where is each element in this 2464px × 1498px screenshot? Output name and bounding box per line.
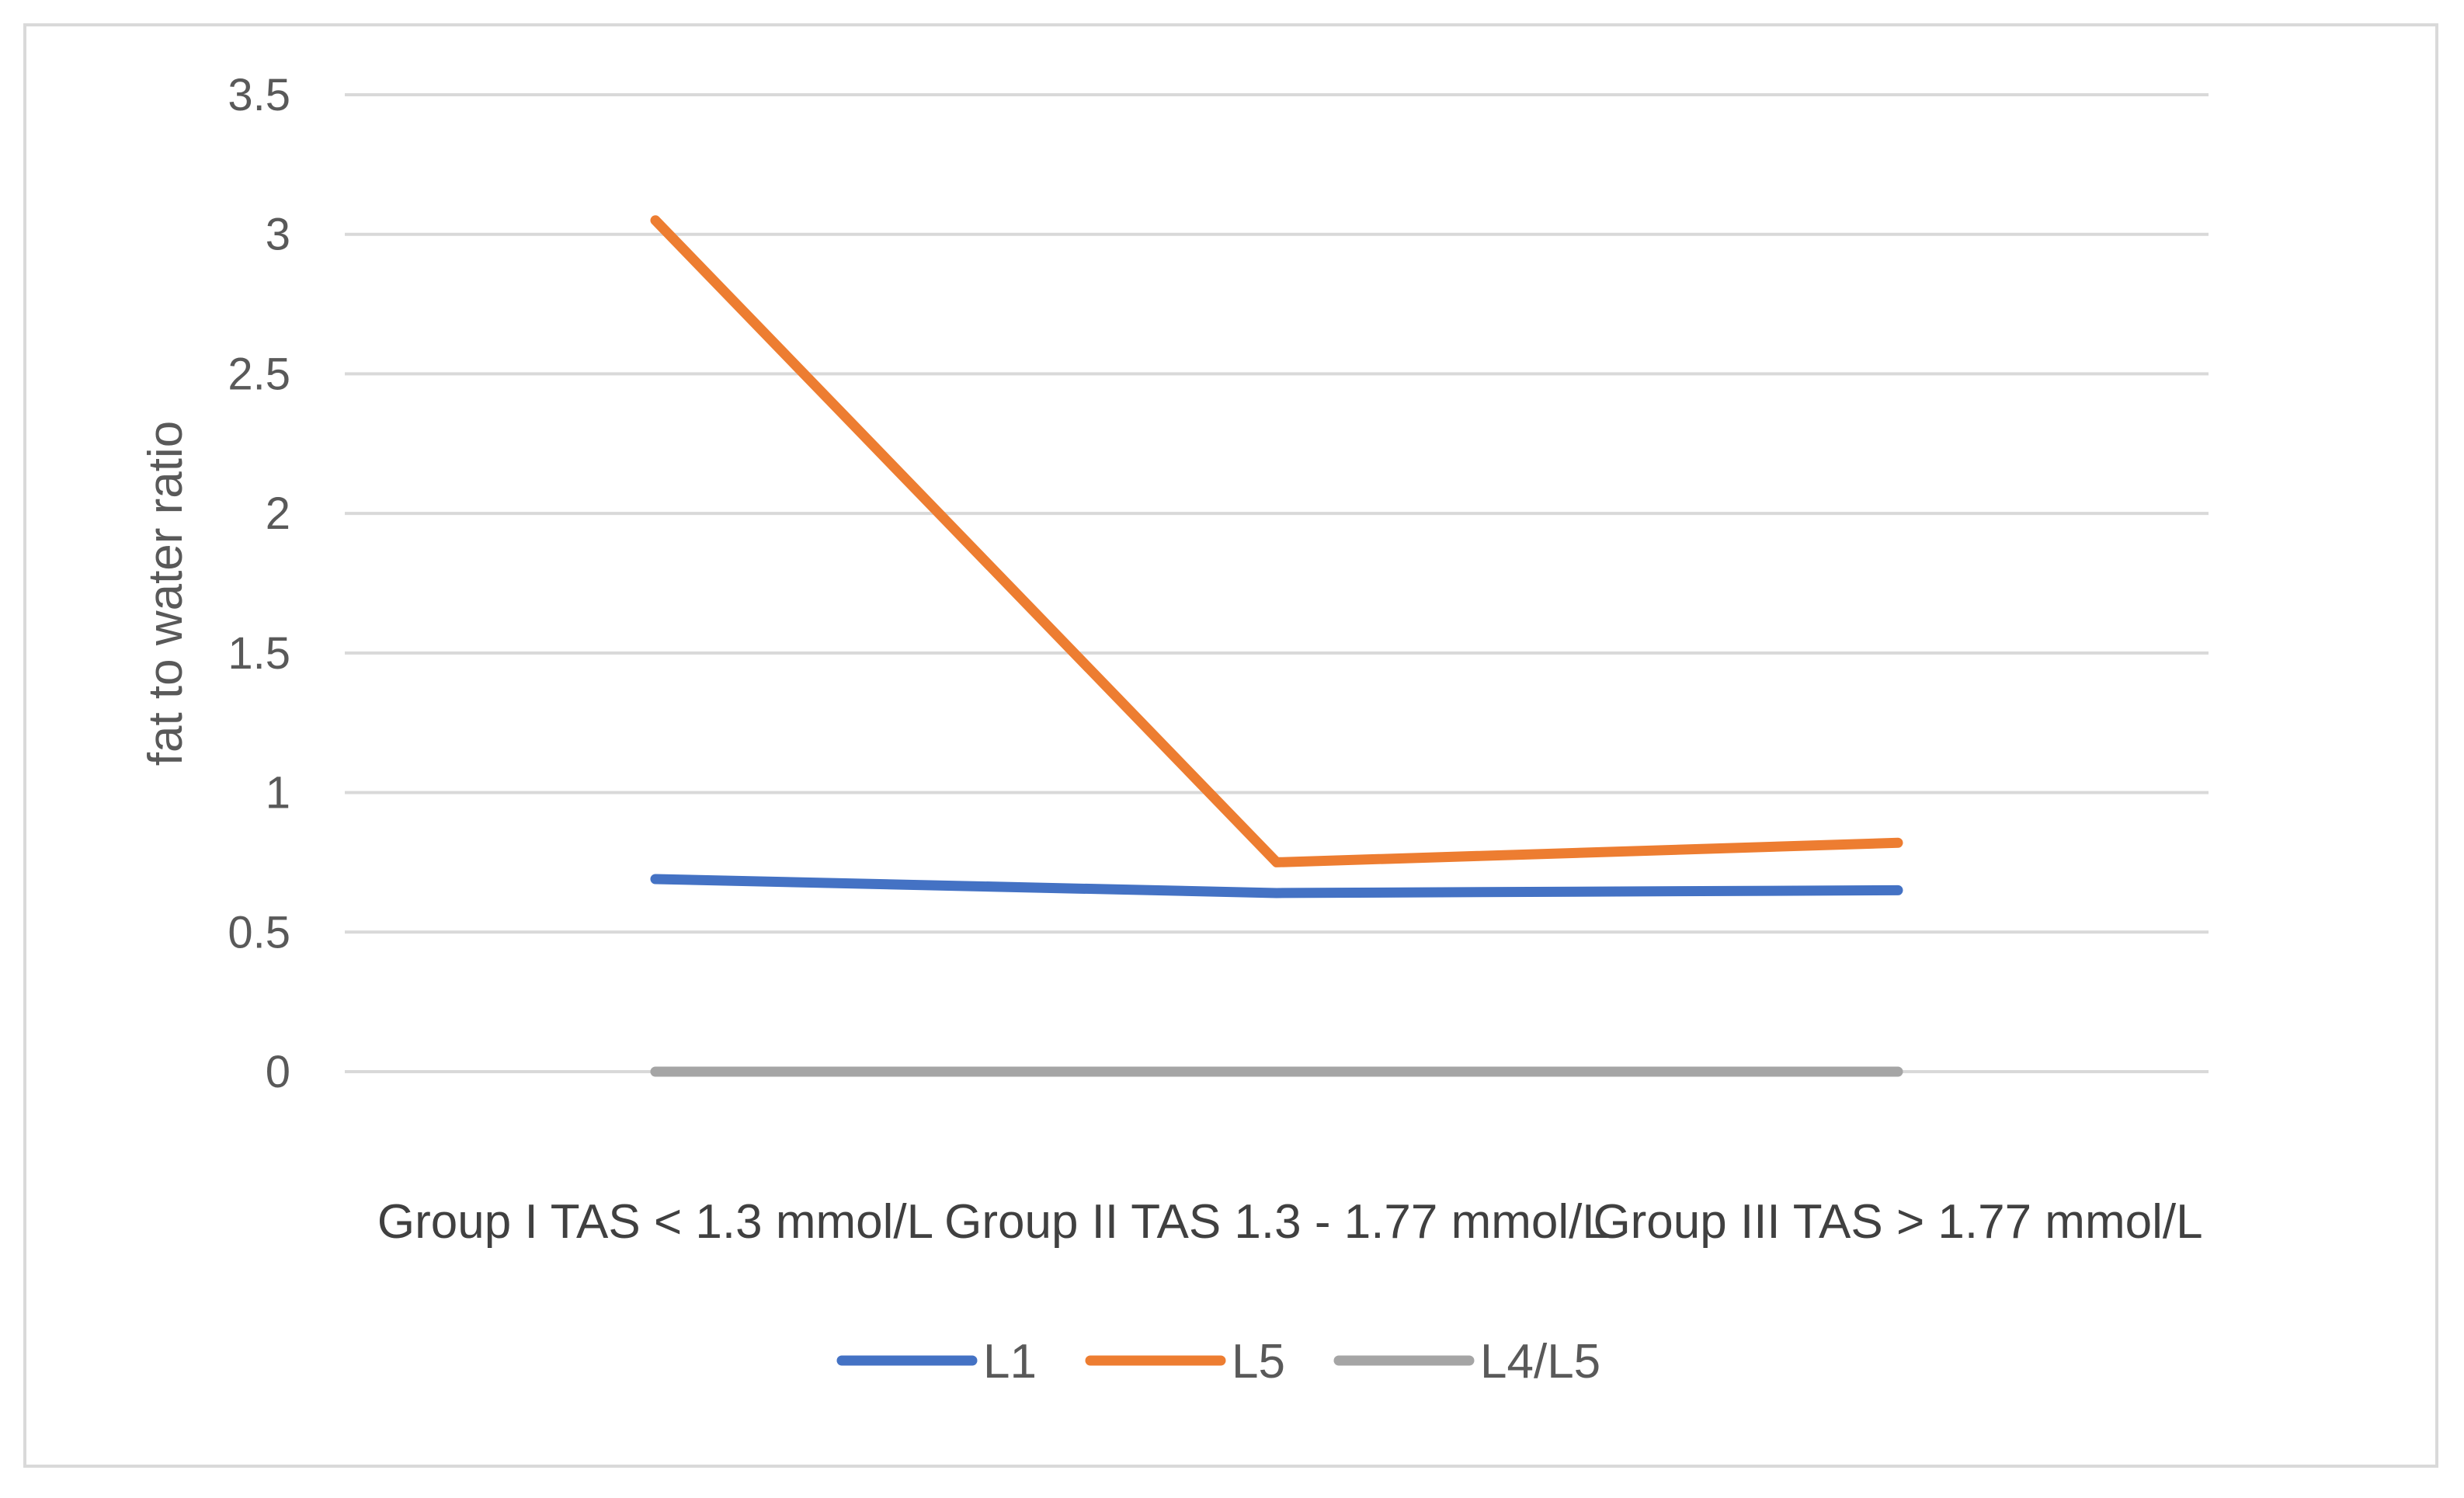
y-tick-label: 2.5 bbox=[228, 349, 290, 399]
legend-label: L5 bbox=[1232, 1335, 1285, 1389]
x-category-label: Group II TAS 1.3 - 1.77 mmol/L bbox=[944, 1195, 1609, 1249]
y-tick-label: 2 bbox=[266, 488, 290, 539]
y-tick-label: 3.5 bbox=[228, 70, 290, 120]
y-axis-title: fat to water ratio bbox=[139, 421, 193, 766]
category-labels: Group I TAS < 1.3 mmol/L Group II TAS 1.3… bbox=[377, 1195, 2203, 1249]
gridlines bbox=[345, 93, 2209, 1073]
series-line-l5 bbox=[650, 215, 1903, 867]
legend-label: L4/L5 bbox=[1480, 1335, 1600, 1389]
line-chart: 0 0.5 1 1.5 2 2.5 3 3.5 Group I TAS < 1.3 mmol/… bbox=[139, 70, 2209, 1389]
y-tick-label: 0 bbox=[266, 1047, 290, 1097]
series-line-l1 bbox=[650, 874, 1903, 898]
series-lines bbox=[650, 215, 1903, 1077]
y-tick-label: 1.5 bbox=[228, 628, 290, 679]
y-tick-label: 0.5 bbox=[228, 907, 290, 958]
x-category-label: Group I TAS < 1.3 mmol/L bbox=[377, 1195, 933, 1249]
legend-label: L1 bbox=[983, 1335, 1037, 1389]
x-category-label: Group III TAS > 1.77 mmol/L bbox=[1593, 1195, 2202, 1249]
legend: L1 L5 L4/L5 bbox=[836, 1335, 1600, 1389]
y-tick-label: 1 bbox=[266, 768, 290, 819]
chart-frame: 0 0.5 1 1.5 2 2.5 3 3.5 Group I TAS < 1.3 mmol/… bbox=[23, 23, 2438, 1468]
y-tick-label: 3 bbox=[266, 210, 290, 260]
y-tick-labels: 0 0.5 1 1.5 2 2.5 3 3.5 bbox=[228, 70, 290, 1097]
